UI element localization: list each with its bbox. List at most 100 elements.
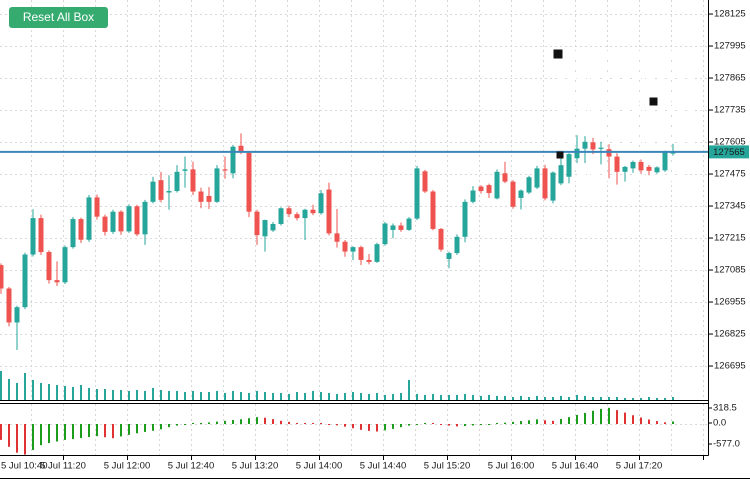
oscillator-bar	[312, 423, 314, 424]
candle-body	[78, 219, 84, 240]
volume-bar	[456, 395, 458, 400]
candle	[422, 169, 428, 193]
oscillator-bar	[640, 417, 642, 424]
box-handle-entry[interactable]	[556, 151, 564, 159]
oscillator-bar	[528, 420, 530, 424]
oscillator-bar	[40, 424, 42, 446]
oscillator-bar	[272, 419, 274, 424]
candle-body	[318, 193, 324, 214]
oscillator-bar	[152, 424, 154, 431]
candle-body	[166, 191, 172, 193]
oscillator-bar	[96, 424, 98, 437]
oscillator-bar	[536, 419, 538, 424]
oscillator-bar	[432, 423, 434, 424]
candle-body	[582, 141, 588, 149]
candle-body	[326, 189, 332, 234]
candle-body	[662, 152, 668, 171]
volume-bar	[328, 393, 330, 400]
volume-bar	[176, 391, 178, 400]
candle-body	[54, 280, 60, 283]
candle	[470, 186, 476, 204]
candle	[454, 234, 460, 256]
candle-body	[646, 166, 652, 171]
oscillator-bar	[168, 424, 170, 428]
volume-bar	[320, 392, 322, 400]
candle	[286, 205, 292, 218]
oscillator-bar	[184, 424, 186, 425]
candle	[398, 222, 404, 232]
candle	[54, 261, 60, 287]
oscillator-bar	[440, 424, 442, 425]
candle-body	[470, 190, 476, 202]
oscillator-bar	[656, 421, 658, 424]
candle-body	[654, 167, 660, 173]
candle-body	[174, 171, 180, 192]
price-axis-label: 127865	[714, 73, 746, 84]
candle	[326, 182, 332, 236]
oscillator-bar	[240, 419, 242, 424]
oscillator-bar	[80, 424, 82, 439]
candle-body	[534, 168, 540, 188]
candle-body	[558, 165, 564, 184]
oscillator-bar	[472, 424, 474, 426]
candle	[390, 223, 396, 239]
volume-bar	[72, 387, 74, 400]
candle-body	[366, 259, 372, 262]
candle	[430, 190, 436, 231]
volume-bar	[440, 395, 442, 400]
candle-body	[278, 208, 284, 224]
volume-bar	[464, 394, 466, 400]
volume-bar	[496, 396, 498, 400]
volume-bar	[80, 385, 82, 400]
candle-body	[158, 180, 164, 200]
candle-body	[550, 172, 556, 201]
candle	[382, 222, 388, 246]
candle-body	[438, 228, 444, 250]
volume-bar	[512, 397, 514, 400]
volume-bar	[472, 395, 474, 400]
candle	[550, 171, 556, 204]
volume-bar	[312, 391, 314, 400]
price-tag	[709, 145, 749, 159]
oscillator-bar	[136, 424, 138, 434]
candle	[350, 246, 356, 261]
candle-body	[62, 247, 68, 283]
volume-bar	[96, 389, 98, 400]
candle	[14, 305, 20, 351]
oscillator-bar	[624, 412, 626, 424]
price-axis-label: 127475	[714, 169, 746, 180]
candle-body	[614, 156, 620, 172]
price-axis-label: 127735	[714, 105, 746, 116]
volume-bar	[208, 392, 210, 400]
volume-bar	[128, 391, 130, 400]
box-handle-top[interactable]	[553, 49, 563, 59]
oscillator-bar	[496, 423, 498, 424]
candle	[46, 250, 52, 284]
volume-bar	[664, 398, 666, 400]
candle	[558, 156, 564, 186]
volume-bar	[376, 393, 378, 400]
oscillator-axis-label: 0.0	[713, 418, 726, 429]
candle	[662, 150, 668, 172]
candle-body	[294, 214, 300, 219]
candle	[334, 208, 340, 248]
candle-body	[302, 209, 308, 219]
reset-all-box-button[interactable]: Reset All Box	[9, 7, 108, 28]
candle-body	[486, 185, 492, 193]
volume-bar	[408, 380, 410, 400]
candle	[510, 180, 516, 209]
volume-bar	[224, 393, 226, 400]
oscillator-bar	[320, 423, 322, 424]
candle-body	[182, 169, 188, 171]
candle-body	[46, 252, 52, 281]
oscillator-bar	[416, 424, 418, 425]
oscillator-bar	[232, 420, 234, 424]
box-handle-target[interactable]	[649, 97, 658, 106]
oscillator-bar	[200, 423, 202, 424]
volume-bar	[656, 398, 658, 400]
price-tag-text: 127565	[713, 147, 745, 158]
volume-bar	[40, 383, 42, 400]
volume-bar	[56, 385, 58, 400]
volume-bar	[280, 393, 282, 400]
candle	[86, 194, 92, 242]
